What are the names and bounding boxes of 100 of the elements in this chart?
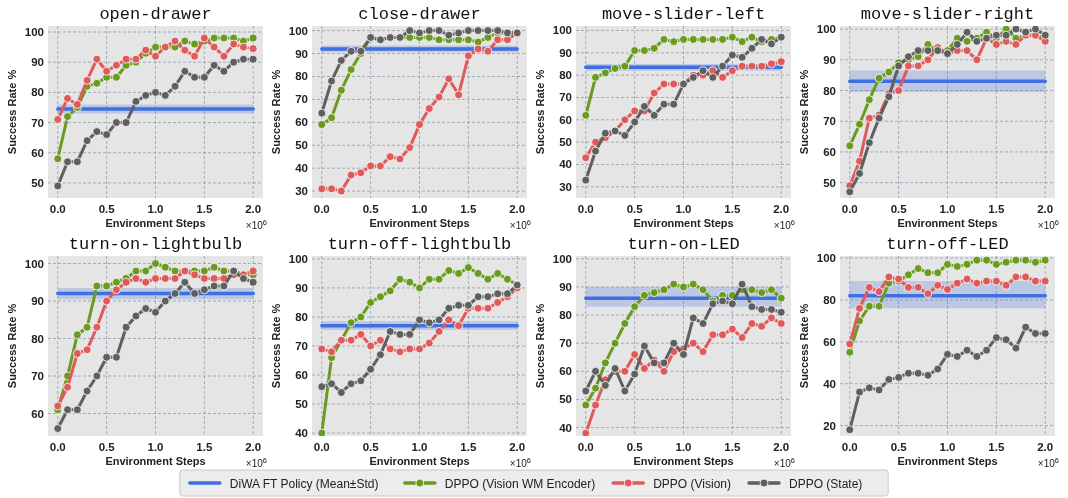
x-tick-label: 0.0	[577, 441, 594, 453]
point	[102, 130, 112, 140]
point	[737, 333, 747, 342]
point	[679, 350, 688, 359]
point	[659, 79, 669, 89]
point	[610, 64, 620, 73]
y-tick-label: 60	[31, 407, 44, 420]
point	[864, 113, 874, 123]
point	[151, 259, 160, 268]
point	[493, 269, 503, 278]
y-tick-label: 100	[24, 26, 44, 39]
point	[346, 335, 356, 345]
point	[239, 54, 248, 64]
x-tick-label: 0.0	[313, 441, 330, 453]
x-tick-label: 2.0	[1037, 441, 1054, 453]
point	[845, 187, 855, 197]
x-tick-label: 0.5	[626, 441, 644, 453]
point	[395, 347, 405, 357]
x-tick-label: 0.0	[841, 441, 858, 453]
point	[1001, 335, 1011, 345]
point	[82, 75, 92, 85]
point	[591, 72, 600, 82]
x-tick-label: 0.0	[313, 203, 330, 215]
point	[630, 369, 640, 379]
point	[581, 386, 591, 396]
point	[454, 28, 463, 38]
point	[688, 279, 698, 289]
point	[776, 57, 786, 67]
point	[121, 118, 131, 127]
point	[170, 274, 180, 283]
point	[669, 79, 679, 89]
point	[698, 35, 708, 44]
point	[151, 42, 160, 52]
y-tick-label: 50	[295, 139, 308, 152]
point	[923, 55, 933, 65]
point	[600, 128, 610, 138]
text: ×10$^{6}$	[509, 217, 531, 231]
point	[962, 345, 972, 355]
point	[82, 322, 92, 332]
point	[493, 298, 503, 307]
point	[747, 32, 757, 42]
point	[317, 428, 327, 436]
y-tick-label: 100	[288, 252, 308, 265]
point	[718, 35, 727, 44]
point	[1011, 272, 1021, 282]
point	[248, 44, 258, 54]
y-tick-label: 100	[816, 252, 836, 265]
point	[366, 161, 376, 171]
point	[1021, 256, 1031, 265]
point	[356, 329, 366, 339]
point	[366, 298, 376, 307]
y-axis-title: Success Rate %	[534, 69, 546, 155]
y-tick-label: 80	[295, 310, 308, 323]
point	[591, 366, 600, 376]
x-axis-title: Environment Steps	[369, 217, 470, 229]
y-tick-label: 90	[31, 295, 44, 307]
point	[102, 352, 112, 362]
point	[864, 383, 874, 393]
point	[102, 281, 112, 291]
point	[444, 74, 454, 84]
point	[640, 364, 649, 373]
point	[415, 28, 424, 38]
y-tick-label: 50	[31, 176, 44, 189]
point	[415, 315, 424, 325]
point	[336, 186, 346, 196]
point	[1040, 256, 1050, 265]
point	[962, 27, 972, 37]
point	[943, 259, 952, 269]
x-axis-title: Environment Steps	[897, 217, 998, 229]
point	[141, 304, 151, 313]
point	[395, 154, 405, 164]
point	[385, 344, 395, 354]
point	[864, 138, 874, 148]
legend-label: DPPO (State)	[789, 476, 863, 491]
x-axis-title: Environment Steps	[633, 455, 734, 467]
point	[767, 59, 776, 69]
point	[121, 277, 131, 287]
point	[385, 327, 395, 336]
point	[913, 61, 923, 71]
point	[53, 401, 63, 411]
point	[190, 270, 199, 280]
point	[121, 54, 131, 64]
y-tick-label: 80	[295, 70, 308, 83]
point	[199, 274, 209, 283]
point	[1001, 257, 1011, 267]
point	[913, 283, 923, 292]
point	[92, 54, 102, 64]
point	[727, 324, 737, 334]
x-tick-label: 2.0	[245, 441, 262, 453]
point	[972, 55, 982, 65]
y-tick-label: 80	[559, 69, 572, 82]
point	[239, 274, 248, 283]
point	[248, 33, 258, 43]
point	[141, 91, 151, 100]
point	[952, 278, 962, 288]
legend-label: DiWA FT Policy (Mean±Std)	[229, 476, 379, 491]
x-tick-label: 1.5	[196, 441, 213, 453]
point	[356, 312, 366, 322]
point	[92, 371, 102, 381]
point	[874, 73, 884, 83]
